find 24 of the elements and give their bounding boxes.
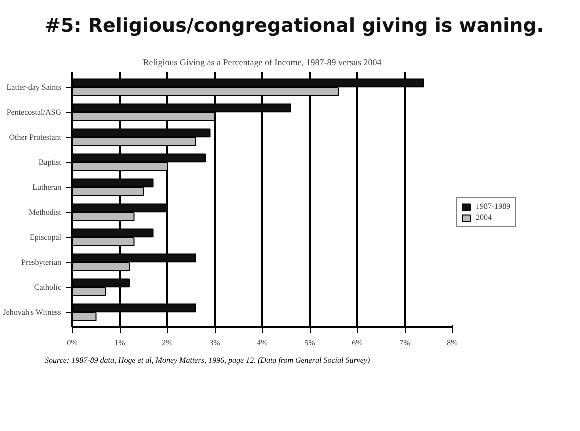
x-tick-label: 3% <box>210 338 221 348</box>
x-tick-label: 8% <box>447 338 458 348</box>
y-tick-label: Presbyterian <box>22 258 62 267</box>
legend-label: 2004 <box>476 213 493 222</box>
y-tick-label: Other Protestant <box>9 133 62 142</box>
x-tick-label: 4% <box>257 338 268 348</box>
source-note: Source: 1987-89 data, Hoge et al, Money Matters, 1996, page 12. (Data from General Social Survey) <box>45 355 370 366</box>
legend-label: 1987-1989 <box>476 202 511 211</box>
y-tick-label: Jehovah's Witness <box>3 308 62 317</box>
y-tick-label: Catholic <box>34 283 62 292</box>
y-tick-label: Lutheran <box>32 183 62 192</box>
y-tick-label: Baptist <box>38 158 62 167</box>
y-tick-label: Pentecostal/ASG <box>6 108 62 117</box>
x-tick-label: 6% <box>352 338 364 348</box>
x-tick-label: 0% <box>67 338 78 348</box>
y-tick-label: Latter-day Saints <box>6 83 62 92</box>
y-tick-label: Episcopal <box>30 233 62 242</box>
x-tick-label: 2% <box>162 338 174 348</box>
chart-title: #5: Religious/congregational giving is waning. <box>45 14 544 39</box>
y-tick-label: Methodist <box>29 208 62 217</box>
x-tick-label: 5% <box>304 338 316 348</box>
chart-subtitle: Religious Giving as a Percentage of Income, 1987-89 versus 2004 <box>143 58 382 68</box>
x-tick-label: 7% <box>400 338 411 348</box>
x-tick-label: 1% <box>114 338 126 348</box>
